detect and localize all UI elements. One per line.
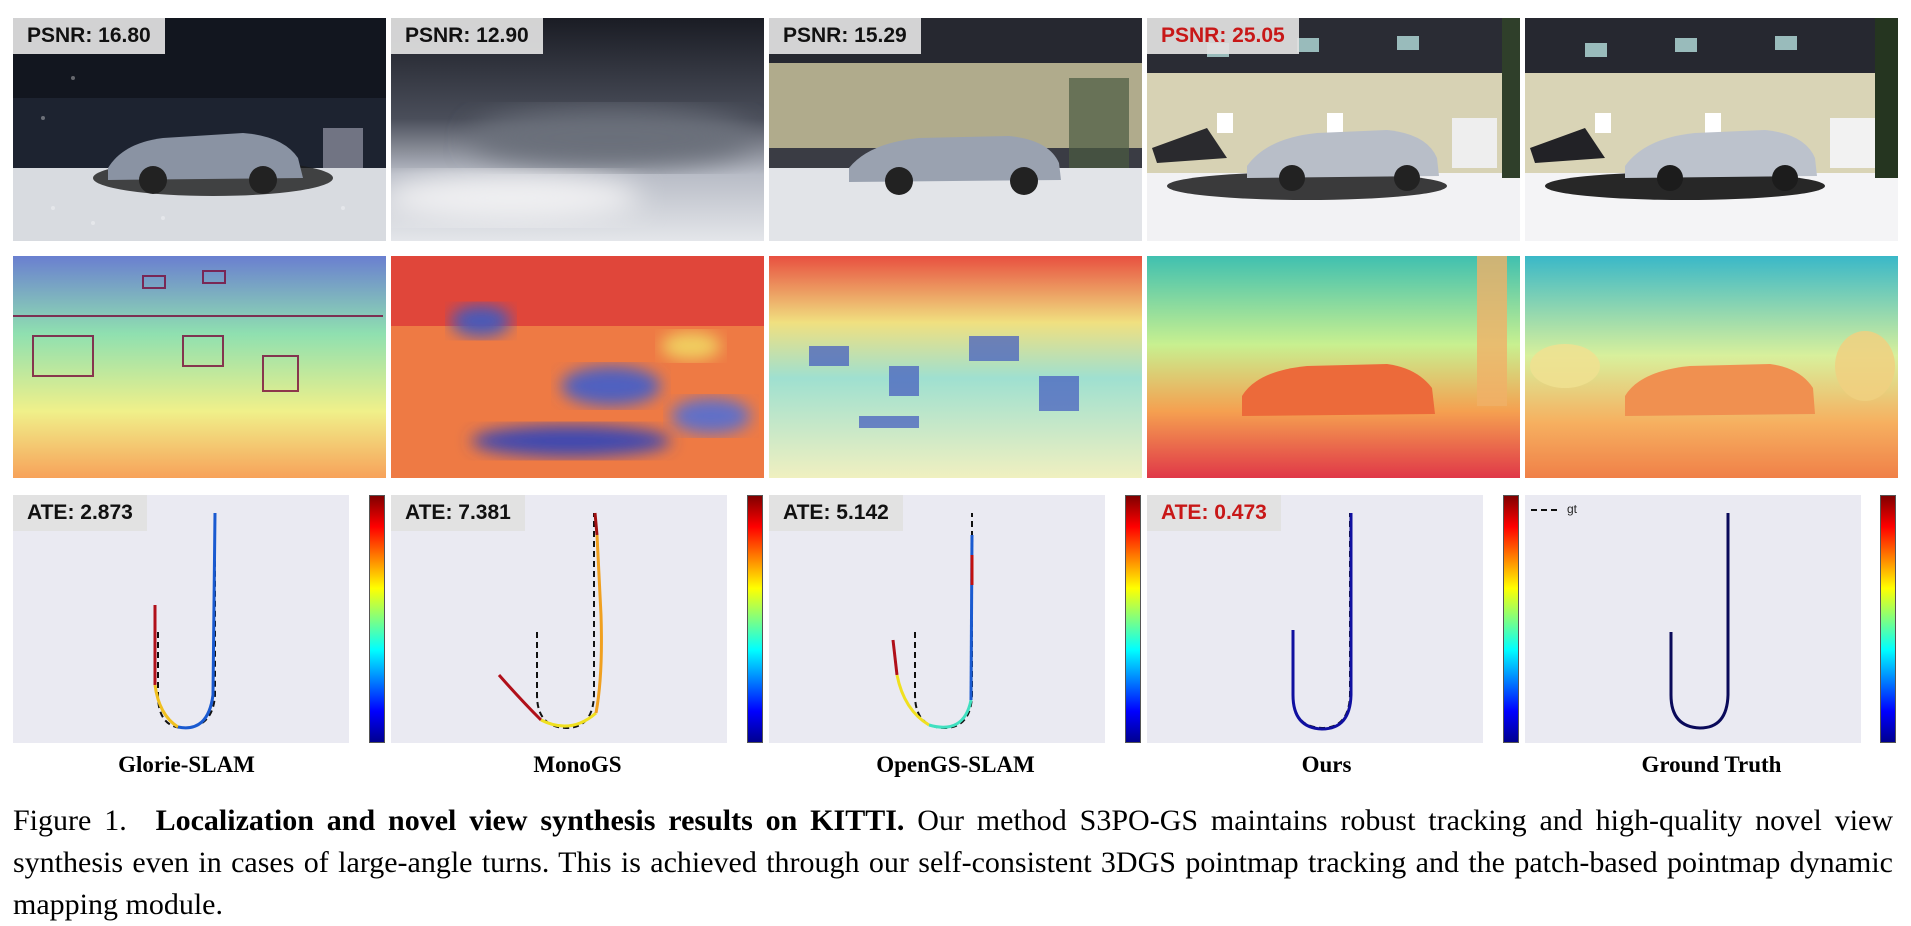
trajectory-plot-glorie: ATE: 2.873 [13,495,349,743]
method-label-monogs: MonoGS [533,752,622,777]
psnr-badge-glorie: PSNR: 16.80 [13,18,165,54]
ate-badge-ours: ATE: 0.473 [1147,495,1281,531]
colorbar-glorie [369,495,385,743]
depth-image-glorie [13,256,386,478]
trajectory-plot-opengs: ATE: 5.142 [769,495,1105,743]
psnr-badge-opengs: PSNR: 15.29 [769,18,921,54]
legend-gt: gt [1531,502,1577,516]
method-label-ground-truth: Ground Truth [1641,752,1782,777]
trajectory-plot-ground-truth [1525,495,1861,743]
rgb-render-ours: PSNR: 25.05 [1147,18,1520,241]
trajectory-monogs [497,512,603,730]
rgb-render-monogs: PSNR: 12.90 [391,18,764,241]
legend-gt-dash-icon [1531,508,1557,511]
rgb-image-opengs [769,18,1142,241]
trajectory-glorie [153,512,217,730]
psnr-badge-ours: PSNR: 25.05 [1147,18,1299,54]
depth-image-opengs [769,256,1142,478]
figure-number: Figure 1. [13,804,127,837]
rgb-image-glorie [13,18,386,241]
depth-image-monogs [391,256,764,478]
method-label-glorie: Glorie-SLAM [118,752,255,777]
colorbar-ground-truth [1880,495,1896,743]
colorbar-monogs [747,495,763,743]
caption-title: Localization and novel view synthesis re… [155,804,905,837]
psnr-badge-monogs: PSNR: 12.90 [391,18,543,54]
rgb-image-ground-truth [1525,18,1898,241]
depth-map-ours [1147,256,1520,478]
trajectory-ground-truth [1669,513,1730,730]
trajectory-plot-ours: ATE: 0.473 [1147,495,1483,743]
rgb-image-monogs [391,18,764,241]
ate-badge-opengs: ATE: 5.142 [769,495,903,531]
trajectory-opengs [891,513,974,730]
figure-caption: Figure 1. Localization and novel view sy… [13,800,1893,926]
method-label-ours: Ours [1301,752,1352,777]
ate-badge-glorie: ATE: 2.873 [13,495,147,531]
rgb-ground-truth [1525,18,1898,241]
caption-body: Our method S3PO-GS maintains robust trac… [13,804,1894,921]
rgb-image-ours [1147,18,1520,241]
colorbar-ours [1503,495,1519,743]
depth-image-ours [1147,256,1520,478]
colorbar-opengs [1125,495,1141,743]
legend-gt-label: gt [1567,502,1578,516]
depth-map-opengs [769,256,1142,478]
trajectory-ours [1291,513,1353,731]
method-label-opengs: OpenGS-SLAM [876,752,1035,777]
depth-ground-truth [1525,256,1898,478]
rgb-render-glorie: PSNR: 16.80 [13,18,386,241]
ate-badge-monogs: ATE: 7.381 [391,495,525,531]
depth-map-glorie [13,256,386,478]
trajectory-plot-monogs: ATE: 7.381 [391,495,727,743]
rgb-render-opengs: PSNR: 15.29 [769,18,1142,241]
depth-map-monogs [391,256,764,478]
depth-image-ground-truth [1525,256,1898,478]
